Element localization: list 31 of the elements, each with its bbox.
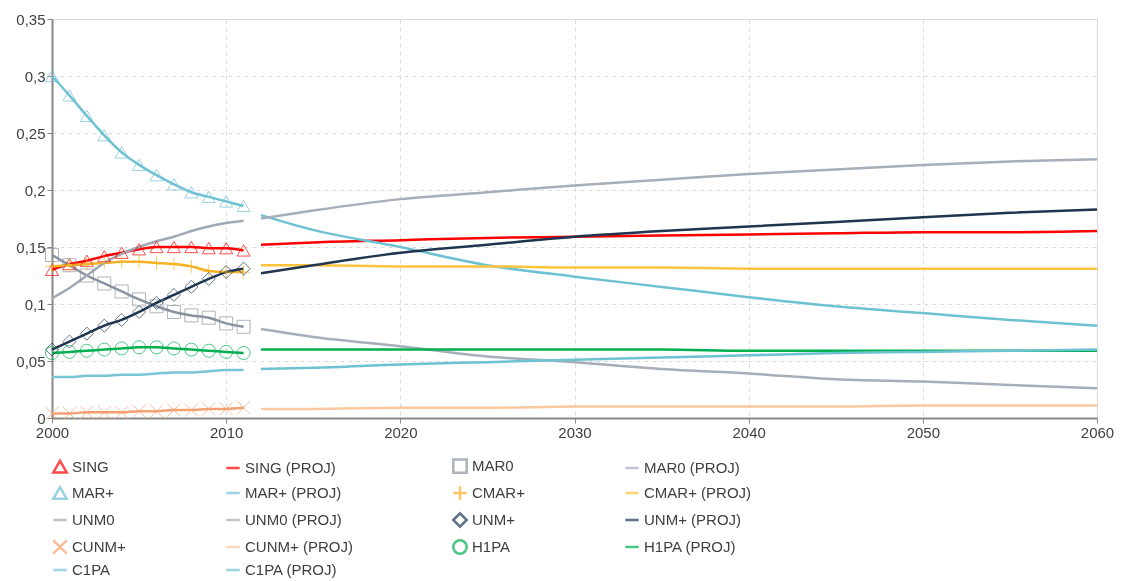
- x-tick-label: 2040: [732, 423, 766, 441]
- legend-label: CUNM+ (PROJ): [245, 538, 353, 555]
- legend-label: MAR0 (PROJ): [644, 459, 740, 476]
- legend-label: SING: [72, 457, 109, 475]
- legend-label: UNM+ (PROJ): [644, 511, 742, 528]
- legend-label: CMAR+ (PROJ): [644, 484, 752, 501]
- x-tick-label: 2050: [906, 423, 941, 441]
- y-tick-label: 0,05: [16, 352, 46, 370]
- legend-label: MAR+ (PROJ): [245, 484, 342, 501]
- y-tick-label: 0,35: [16, 10, 46, 28]
- y-tick-label: 0,2: [24, 181, 46, 199]
- legend-label: MAR0: [472, 457, 514, 475]
- x-tick-label: 2060: [1080, 423, 1115, 441]
- x-tick-label: 2010: [209, 423, 244, 441]
- y-tick-label: 0,3: [24, 67, 46, 85]
- legend-label: H1PA (PROJ): [644, 538, 736, 555]
- x-tick-label: 2030: [558, 423, 592, 441]
- legend-label: C1PA: [72, 561, 111, 578]
- legend-label: C1PA (PROJ): [245, 561, 337, 578]
- legend-label: UNM+: [472, 511, 516, 528]
- y-tick-label: 0,15: [16, 238, 46, 256]
- legend-label: H1PA: [472, 538, 511, 555]
- legend-label: SING (PROJ): [245, 459, 336, 476]
- y-tick-label: 0,25: [16, 124, 46, 142]
- legend-label: UNM0: [72, 511, 115, 528]
- legend-label: CUNM+: [72, 538, 126, 555]
- x-tick-label: 2020: [384, 423, 418, 441]
- legend-label: UNM0 (PROJ): [245, 511, 342, 528]
- legend-label: MAR+: [72, 484, 115, 501]
- y-tick-label: 0,1: [24, 295, 46, 313]
- legend-label: CMAR+: [472, 484, 526, 501]
